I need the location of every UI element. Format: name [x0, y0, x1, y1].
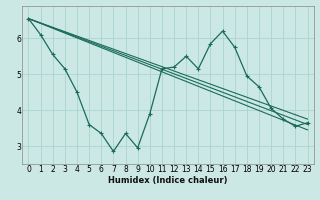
X-axis label: Humidex (Indice chaleur): Humidex (Indice chaleur)	[108, 176, 228, 185]
